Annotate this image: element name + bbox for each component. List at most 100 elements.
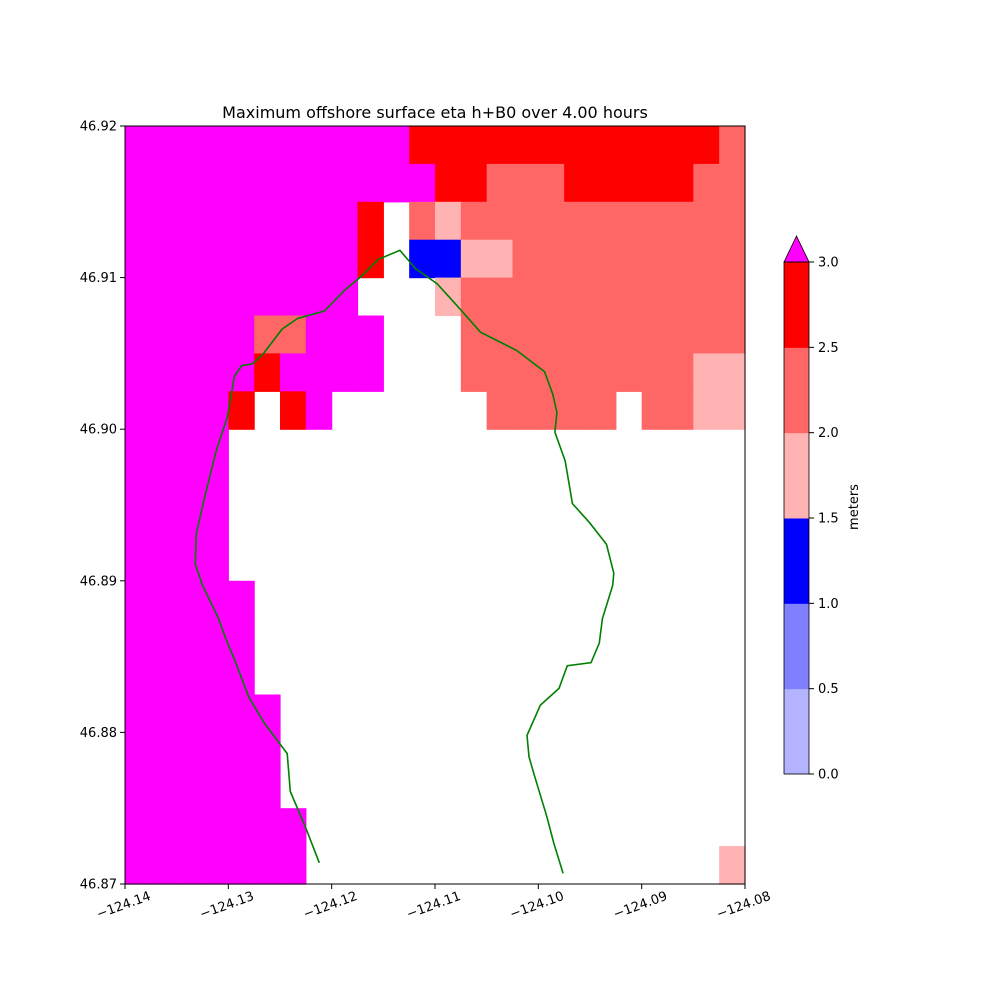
heatmap-cell: [512, 353, 539, 392]
heatmap-cell: [667, 315, 694, 354]
heatmap-cell: [693, 201, 720, 241]
heatmap-cell: [176, 846, 204, 885]
heatmap-cell: [202, 808, 229, 847]
colorbar-bin: [784, 518, 809, 604]
heatmap-cell: [305, 201, 333, 241]
heatmap-cell: [460, 353, 488, 392]
heatmap-cell: [228, 277, 255, 317]
heatmap-cell: [357, 353, 384, 392]
heatmap-cell: [150, 315, 178, 354]
heatmap-cell: [538, 201, 565, 241]
heatmap-cell: [176, 315, 204, 354]
heatmap-cell: [254, 163, 281, 203]
heatmap-cell: [667, 163, 694, 203]
heatmap-cell: [305, 315, 333, 354]
heatmap-cell: [150, 656, 178, 696]
heatmap-cell: [228, 126, 255, 165]
heatmap-cell: [125, 239, 152, 279]
heatmap-cell: [280, 808, 307, 847]
heatmap-cell: [280, 239, 307, 279]
heatmap-cell: [357, 163, 384, 203]
heatmap-cell: [641, 201, 669, 241]
heatmap-cell: [150, 391, 178, 430]
heatmap-cell: [486, 353, 514, 392]
heatmap-cell: [512, 239, 539, 279]
heatmap-cell: [641, 126, 669, 165]
heatmap-cell: [202, 126, 229, 165]
heatmap-cell: [125, 201, 152, 241]
heatmap-cell: [202, 353, 229, 392]
colorbar-extend-arrow: [783, 235, 810, 263]
heatmap-cell: [305, 126, 333, 165]
heatmap-cell: [719, 846, 746, 885]
heatmap-cell: [176, 163, 204, 203]
heatmap-cell: [693, 277, 720, 317]
heatmap-cell: [719, 391, 746, 430]
heatmap-cell: [564, 353, 591, 392]
heatmap-cell: [615, 163, 643, 203]
heatmap-cell: [719, 126, 746, 165]
heatmap-cell: [280, 391, 307, 430]
heatmap-cell: [486, 163, 514, 203]
heatmap-cell: [719, 277, 746, 317]
heatmap-cell: [331, 126, 359, 165]
y-tick-label: 46.87: [80, 878, 117, 893]
heatmap-cell: [331, 277, 359, 317]
heatmap-cell: [641, 277, 669, 317]
heatmap-cell: [202, 656, 229, 696]
heatmap-cell: [564, 391, 591, 430]
heatmap-cell: [228, 201, 255, 241]
colorbar-bin: [784, 688, 809, 775]
heatmap-cell: [254, 201, 281, 241]
heatmap-cell: [305, 391, 333, 430]
x-tick-label: −124.10: [508, 889, 566, 922]
heatmap-cell: [254, 126, 281, 165]
heatmap-cell: [125, 315, 152, 354]
heatmap-cell: [176, 467, 204, 506]
heatmap-cell: [280, 353, 307, 392]
chart-title: Maximum offshore surface eta h+B0 over 4…: [222, 103, 648, 122]
heatmap-cell: [150, 808, 178, 847]
colorbar-tick-label: 1.0: [818, 597, 839, 612]
heatmap-cell: [460, 277, 488, 317]
colorbar-label: meters: [847, 484, 862, 530]
heatmap-cell: [150, 770, 178, 809]
heatmap-cell: [409, 239, 436, 279]
heatmap-cell: [564, 163, 591, 203]
heatmap-cell: [590, 277, 617, 317]
heatmap-cell: [125, 732, 152, 771]
heatmap-cell: [435, 201, 462, 241]
heatmap-cell: [150, 429, 178, 468]
heatmap-cell: [150, 618, 178, 658]
heatmap-cell: [150, 580, 178, 620]
heatmap-cell: [202, 770, 229, 809]
heatmap-cell: [460, 239, 488, 279]
heatmap-cell: [202, 239, 229, 279]
heatmap-cell: [176, 580, 204, 620]
x-axis: −124.14 −124.13 −124.12 −124.11 −124.10 −124.…: [95, 884, 773, 922]
heatmap-cell: [176, 391, 204, 430]
heatmap-cell: [305, 239, 333, 279]
heatmap-cell: [331, 353, 359, 392]
heatmap-cell: [409, 201, 436, 241]
heatmap-cell: [150, 163, 178, 203]
x-tick-label: −124.13: [198, 889, 256, 922]
heatmap-cell: [590, 391, 617, 430]
x-tick-label: −124.09: [611, 889, 669, 922]
heatmap-cell: [150, 353, 178, 392]
heatmap-cell: [641, 391, 669, 430]
heatmap-cell: [460, 126, 488, 165]
heatmap-cell: [719, 201, 746, 241]
heatmap-cell: [150, 201, 178, 241]
heatmap-cells: [125, 126, 746, 885]
heatmap-cell: [486, 126, 514, 165]
x-tick-label: −124.12: [301, 889, 359, 922]
heatmap-cell: [125, 808, 152, 847]
heatmap-cell: [150, 846, 178, 885]
heatmap-cell: [590, 126, 617, 165]
heatmap-cell: [305, 163, 333, 203]
heatmap-cell: [512, 163, 539, 203]
heatmap-cell: [125, 656, 152, 696]
heatmap-cell: [254, 239, 281, 279]
heatmap-cell: [667, 239, 694, 279]
